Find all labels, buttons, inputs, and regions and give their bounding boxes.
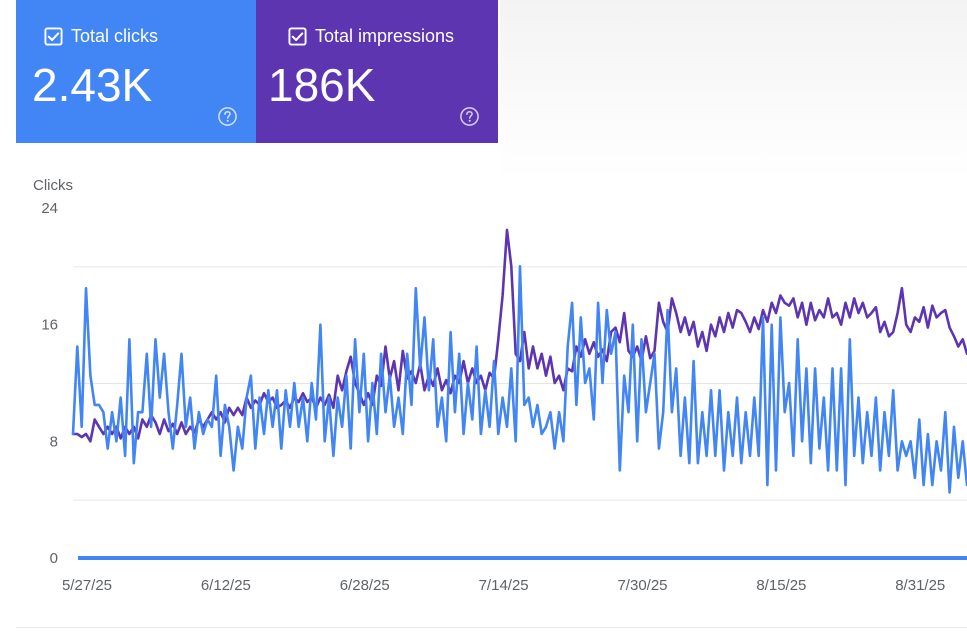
x-tick-label: 7/14/25 <box>479 577 529 594</box>
line-chart: Clicks 0 8 16 24 5/27/25 6/12/25 6/28/25 7/14/25… <box>33 177 967 594</box>
y-tick-label: 24 <box>41 200 58 217</box>
x-tick-label: 7/30/25 <box>617 577 667 594</box>
total-clicks-header: Total clicks <box>44 26 158 47</box>
checkbox-checked-icon[interactable] <box>288 27 307 46</box>
y-tick-label: 8 <box>50 433 58 450</box>
y-tick-label: 0 <box>50 550 58 567</box>
performance-chart[interactable]: Clicks 0 8 16 24 5/27/25 6/12/25 6/28/25 7/14/25… <box>0 150 967 630</box>
help-icon[interactable] <box>459 106 480 127</box>
checkbox-checked-icon[interactable] <box>44 27 63 46</box>
total-clicks-card[interactable]: Total clicks 2.43K <box>16 0 256 143</box>
x-tick-label: 6/12/25 <box>201 577 251 594</box>
help-icon[interactable] <box>217 106 238 127</box>
total-impressions-card[interactable]: Total impressions 186K <box>256 0 498 143</box>
series-line-clicks <box>71 265 967 494</box>
chart-bottom-border <box>16 627 967 628</box>
x-tick-label: 5/27/25 <box>62 577 112 594</box>
x-tick-label: 8/15/25 <box>756 577 806 594</box>
total-clicks-value: 2.43K <box>32 59 153 111</box>
series-line-impressions <box>71 228 967 443</box>
x-tick-label: 8/31/25 <box>895 577 945 594</box>
screen-glare <box>500 0 967 180</box>
y-tick-label: 16 <box>41 317 58 334</box>
total-clicks-label: Total clicks <box>71 26 159 46</box>
total-impressions-header: Total impressions <box>288 26 454 47</box>
y-axis-label: Clicks <box>33 177 73 194</box>
total-impressions-label: Total impressions <box>315 26 455 46</box>
x-tick-label: 6/28/25 <box>340 577 390 594</box>
total-impressions-value: 186K <box>268 59 376 111</box>
